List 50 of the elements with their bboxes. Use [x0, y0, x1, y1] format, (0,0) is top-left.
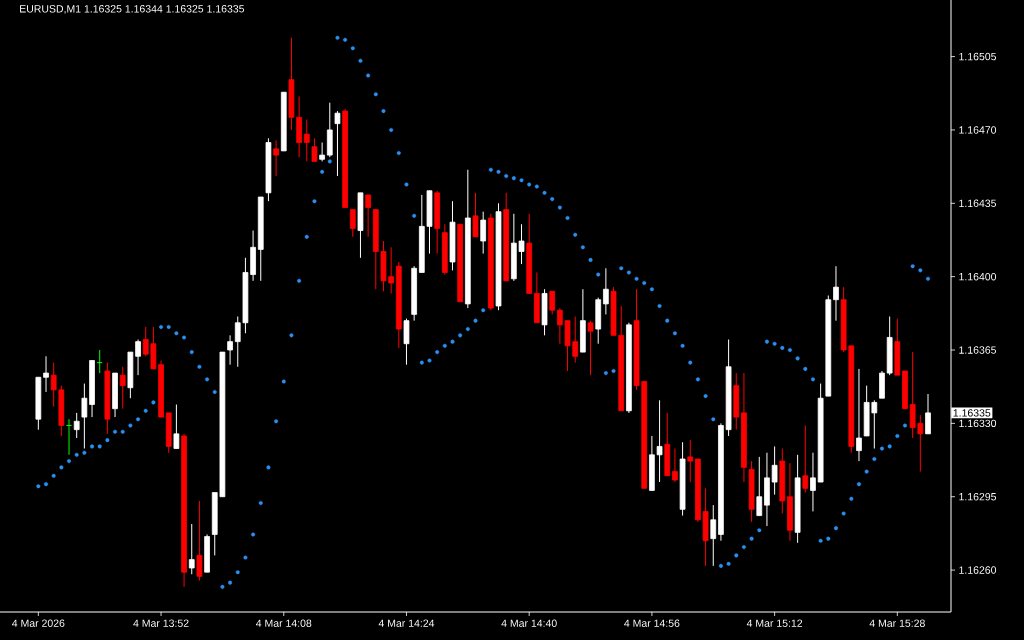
candlestick	[810, 452, 816, 512]
candlestick	[802, 424, 809, 494]
y-tick-label: 1.16330	[959, 419, 997, 428]
x-tick-label: 4 Mar 14:40	[501, 619, 557, 627]
candlestick	[856, 368, 862, 462]
y-tick-label: 1.16505	[959, 52, 997, 61]
y-tick-label: 1.16365	[959, 346, 997, 354]
x-tick-label: 4 Mar 15:12	[746, 619, 803, 627]
candlestick	[549, 290, 556, 315]
candlestick	[480, 211, 487, 255]
candlestick	[925, 393, 931, 435]
candlestick	[472, 192, 479, 238]
text: 1.16335	[953, 409, 991, 417]
candlestick	[188, 523, 195, 575]
y-tick-label: 1.16470	[959, 126, 997, 134]
candlestick	[303, 118, 310, 162]
candlestick	[587, 320, 594, 376]
candlestick	[672, 448, 678, 483]
x-tick-label: 4 Mar 14:08	[255, 619, 312, 627]
candlestick	[603, 267, 609, 315]
y-tick-label: 1.16400	[959, 272, 997, 281]
candlestick	[710, 504, 717, 567]
candlestick	[135, 339, 141, 376]
candlestick	[81, 383, 88, 450]
candlestick	[365, 194, 371, 238]
candlestick	[771, 445, 778, 496]
candlestick	[173, 404, 180, 450]
candlestick	[73, 412, 80, 439]
candlestick	[311, 137, 318, 162]
candlestick	[119, 366, 126, 410]
y-tick-label: 1.16295	[959, 493, 997, 501]
y-tick-label: 1.16435	[959, 199, 997, 208]
candlestick	[403, 318, 410, 366]
candlestick	[756, 456, 763, 517]
x-tick-label: 4 Mar 15:28	[869, 619, 925, 627]
x-tick-label: 4 Mar 2026	[12, 619, 65, 627]
candlestick	[43, 355, 49, 393]
candlestick	[196, 500, 203, 582]
chart-title: EURUSD,M1 1.16325 1.16344 1.16325 1.16335	[20, 5, 245, 14]
x-tick-label: 4 Mar 14:24	[378, 619, 435, 627]
x-tick-label: 4 Mar 14:56	[624, 619, 680, 627]
candlestick	[334, 110, 341, 177]
candlestick	[687, 439, 694, 483]
candlestick	[319, 142, 325, 162]
y-tick-label: 1.16260	[959, 566, 997, 574]
candlestick	[833, 265, 839, 322]
candlestick	[227, 334, 233, 366]
candlestick	[349, 209, 356, 238]
x-tick-label: 4 Mar 13:52	[133, 619, 189, 627]
candlestick	[273, 139, 279, 177]
